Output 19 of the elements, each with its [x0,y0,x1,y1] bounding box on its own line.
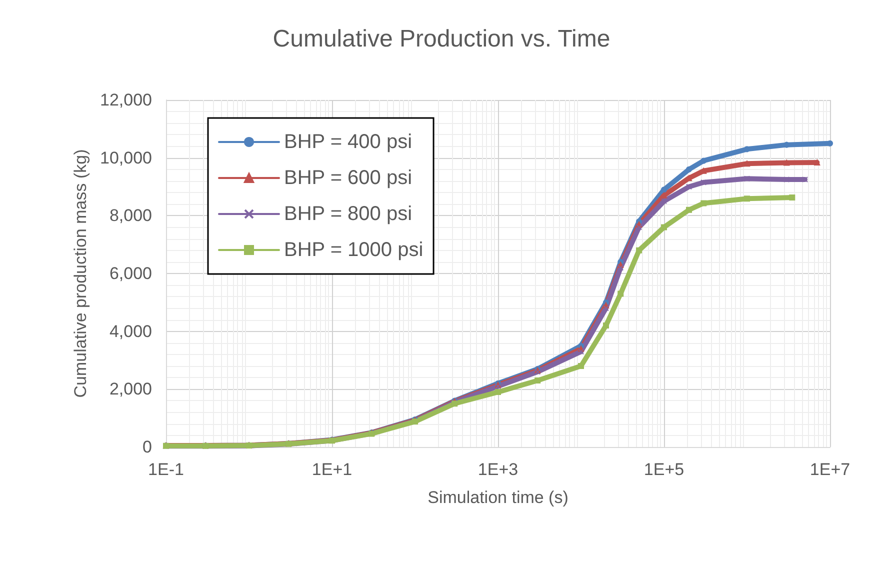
y-tick-label: 0 [142,438,152,456]
chart-title: Cumulative Production vs. Time [272,26,610,52]
x-tick-label: 1E+5 [644,460,684,479]
x-tick-label: 1E+3 [478,460,518,479]
x-tick-label: 1E+7 [810,460,850,479]
y-tick-label: 6,000 [109,264,152,283]
y-tick-label: 2,000 [109,380,152,399]
legend-label: BHP = 1000 psi [284,239,424,261]
x-axis-title: Simulation time (s) [428,488,568,507]
x-tick-label: 1E+1 [312,460,352,479]
y-tick-label: 12,000 [100,90,152,110]
x-tick-label: 1E-1 [148,460,184,479]
legend-label: BHP = 400 psi [284,131,412,153]
legend-label: BHP = 800 psi [284,203,412,225]
y-tick-label: 10,000 [100,148,152,168]
y-tick-label: 8,000 [109,206,152,226]
y-axis-title: Cumulative production mass (kg) [71,149,90,398]
legend-label: BHP = 600 psi [284,167,412,189]
y-tick-label: 4,000 [109,322,152,341]
